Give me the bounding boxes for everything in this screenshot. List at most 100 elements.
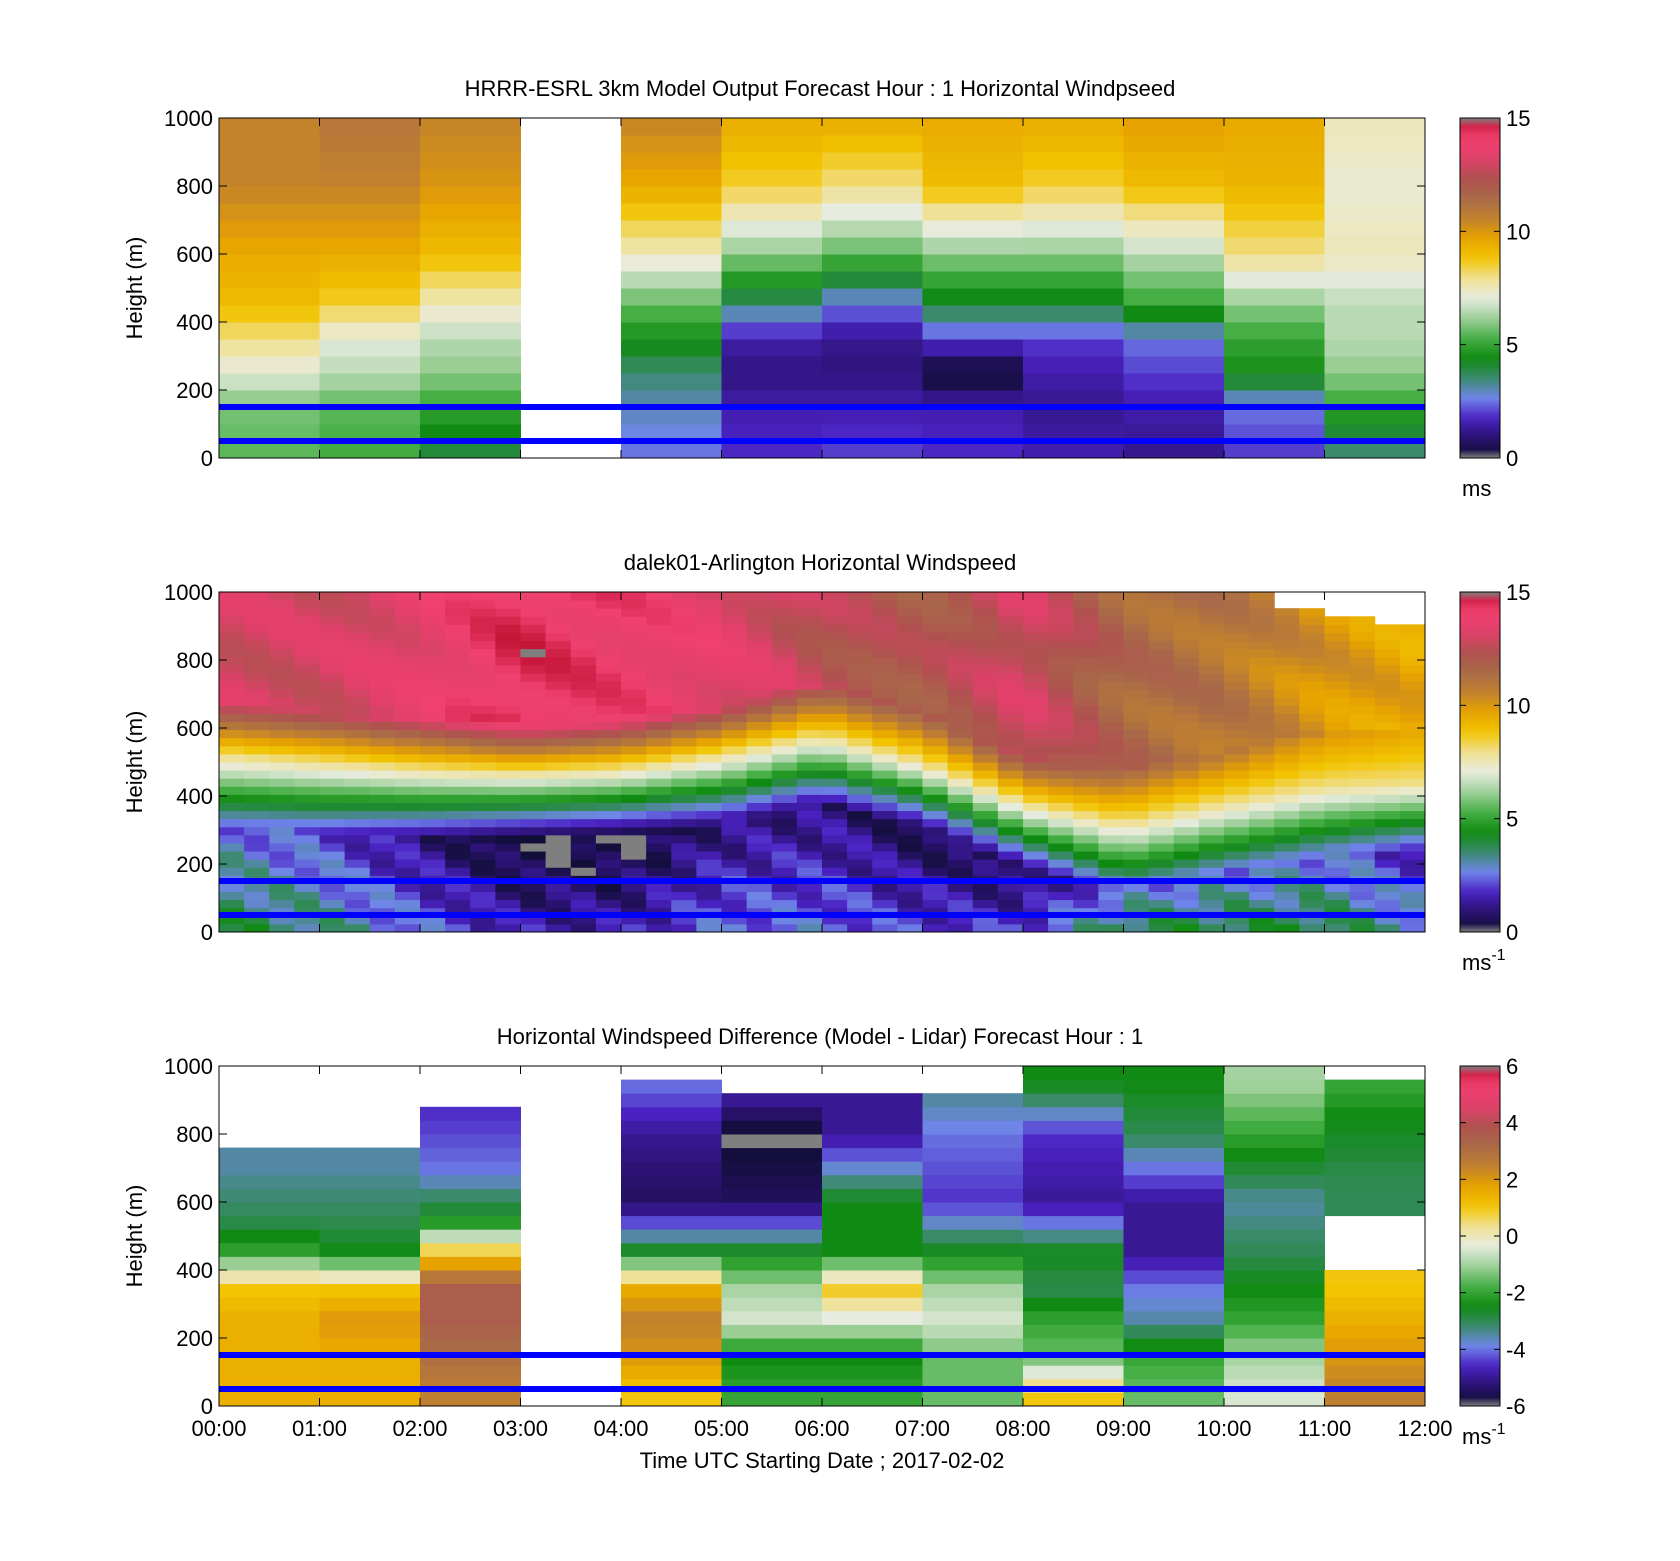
lidar-cell [1374,794,1401,803]
lidar-cell [1299,842,1325,852]
difference-cell [1023,1310,1124,1325]
lidar-cell [1374,721,1401,731]
lidar-cell [997,883,1024,893]
model-cell [621,288,722,306]
colorbar-tick-label: 10 [1506,693,1530,718]
lidar-cell [1073,648,1099,658]
lidar-cell [1349,859,1376,868]
lidar-cell [822,656,848,666]
lidar-cell [621,810,647,820]
lidar-cell [746,826,773,836]
lidar-cell [1173,915,1200,925]
lidar-cell [1224,770,1250,779]
lidar-cell [294,802,320,812]
lidar-cell [369,592,396,601]
difference-cell [621,1365,722,1380]
lidar-cell [394,753,421,763]
lidar-cell [420,664,446,674]
lidar-cell [545,859,572,868]
lidar-cell [369,851,396,860]
lidar-cell [470,851,496,860]
lidar-cell [696,891,722,901]
lidar-cell [721,753,748,763]
lidar-cell [1349,818,1376,828]
lidar-cell [771,656,798,666]
lidar-cell [394,834,421,844]
lidar-cell [1073,794,1099,803]
difference-cell [1324,1392,1426,1407]
model-cell [219,135,320,153]
lidar-cell [1123,842,1150,852]
model-cell [1023,288,1124,306]
lidar-cell [470,672,496,682]
lidar-cell [319,721,346,731]
model-cell [420,220,521,238]
lidar-cell [1023,915,1049,925]
lidar-cell [872,624,898,633]
lidar-cell [746,632,773,642]
lidar-cell [1148,859,1175,868]
lidar-cell [219,859,245,868]
lidar-cell [570,778,597,787]
lidar-cell [1048,794,1074,803]
lidar-cell [1299,778,1325,787]
lidar-cell [897,624,923,633]
lidar-cell [294,672,320,682]
model-cell [922,169,1024,187]
model-cell [219,186,320,204]
difference-cell [1324,1093,1426,1108]
lidar-cell [394,923,421,933]
panel-lidar-title: dalek01-Arlington Horizontal Windspeed [624,550,1017,575]
lidar-cell [1123,632,1150,642]
lidar-cell [1299,802,1325,812]
lidar-cell [1374,737,1401,747]
lidar-cell [470,778,496,787]
lidar-cell [445,859,471,868]
lidar-cell [1399,859,1426,868]
lidar-cell [1324,697,1351,706]
lidar-cell [1249,624,1275,633]
lidar-cell [369,794,396,803]
lidar-cell [646,770,672,779]
lidar-cell [1173,600,1200,609]
lidar-cell [520,778,547,787]
lidar-cell [646,762,672,771]
difference-cell [1023,1338,1124,1353]
lidar-cell [721,818,748,828]
lidar-cell [1399,672,1426,682]
lidar-cell [671,794,697,803]
lidar-cell [1173,608,1200,617]
x-tick-label: 12:00 [1397,1416,1452,1441]
lidar-cell [595,794,622,803]
lidar-cell [947,899,974,909]
lidar-cell [269,753,295,763]
model-cell [219,237,320,255]
lidar-cell [771,867,798,876]
lidar-cell [671,729,697,739]
lidar-cell [721,810,748,820]
y-tick-label: 800 [176,174,213,199]
lidar-cell [922,883,949,893]
lidar-cell [344,713,371,723]
lidar-cell [470,721,496,731]
lidar-cell [570,600,597,609]
lidar-cell [847,770,873,779]
lidar-cell [721,923,748,933]
lidar-cell [445,737,471,747]
lidar-cell [545,648,572,658]
lidar-cell [1123,762,1150,771]
lidar-cell [1148,762,1175,771]
difference-cell [420,1161,521,1176]
lidar-cell [1123,859,1150,868]
lidar-cell [1173,834,1200,844]
lidar-cell [319,826,346,836]
lidar-cell [1299,656,1325,666]
lidar-cell [394,802,421,812]
model-cell [1224,135,1325,153]
model-cell [1023,237,1124,255]
lidar-cell [646,745,672,755]
lidar-cell [671,705,697,714]
lidar-cell [319,786,346,795]
lidar-cell [1198,729,1225,739]
